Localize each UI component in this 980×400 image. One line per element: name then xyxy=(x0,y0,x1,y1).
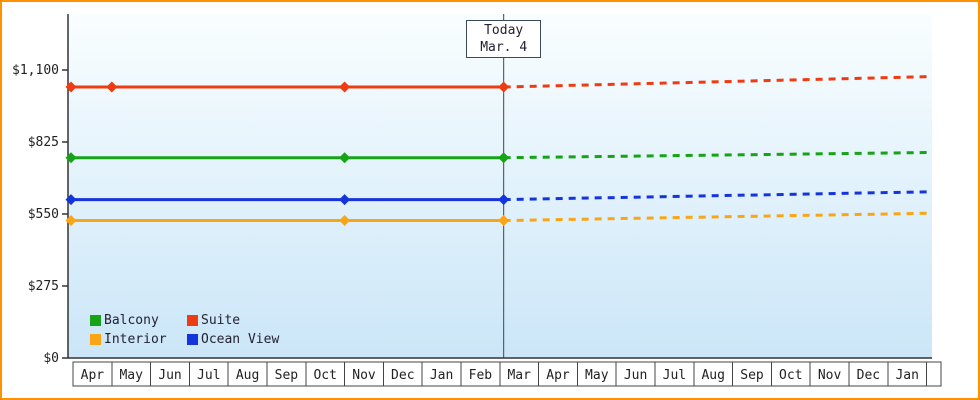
data-point-marker xyxy=(498,152,510,164)
y-axis-label: $275 xyxy=(28,279,59,294)
today-marker-box: Today Mar. 4 xyxy=(466,20,542,58)
legend-label: Ocean View xyxy=(201,332,280,347)
month-cell xyxy=(770,361,811,387)
month-label: May xyxy=(119,368,143,383)
legend-item-balcony: Balcony xyxy=(90,313,187,328)
series-balcony xyxy=(65,150,933,164)
month-label: Sep xyxy=(740,368,764,383)
legend-item-suite: Suite xyxy=(187,313,279,328)
data-point-marker xyxy=(65,81,77,93)
series-interior xyxy=(65,211,933,227)
month-label: Sep xyxy=(275,368,299,383)
data-point-marker xyxy=(339,81,351,93)
month-cell xyxy=(266,361,307,387)
data-point-marker xyxy=(106,81,118,93)
legend: Balcony Suite Interior Ocean View xyxy=(90,313,279,347)
month-cell xyxy=(460,361,501,387)
month-label: Apr xyxy=(81,368,105,383)
month-cell xyxy=(887,361,928,387)
y-axis-label: $1,100 xyxy=(12,63,59,78)
balcony-swatch-icon xyxy=(90,315,101,326)
series-line-forecast xyxy=(503,150,933,160)
y-axis-label: $0 xyxy=(43,351,59,366)
month-label: Dec xyxy=(391,368,414,383)
month-label: Nov xyxy=(352,368,376,383)
month-label: Jul xyxy=(197,368,220,383)
month-cell xyxy=(732,361,772,387)
month-label: Dec xyxy=(857,368,880,383)
today-label: Today xyxy=(484,23,524,38)
data-point-marker xyxy=(65,152,77,164)
interior-swatch-icon xyxy=(90,334,101,345)
month-label: Jan xyxy=(895,368,918,383)
series-ocean-view xyxy=(65,190,933,206)
month-label: May xyxy=(585,368,609,383)
series-line-forecast xyxy=(503,75,933,89)
month-label: Feb xyxy=(469,368,493,383)
legend-label: Suite xyxy=(201,313,241,328)
legend-label: Balcony xyxy=(104,313,159,328)
month-label: Nov xyxy=(818,368,842,383)
month-cell xyxy=(382,361,423,387)
month-label: Aug xyxy=(701,368,724,383)
data-point-marker xyxy=(498,81,510,93)
month-cell xyxy=(305,361,346,387)
data-point-marker xyxy=(339,215,351,227)
month-label: Jun xyxy=(158,368,181,383)
series-line-forecast xyxy=(503,190,933,202)
legend-label: Interior xyxy=(104,332,167,347)
data-point-marker xyxy=(339,194,351,206)
series-line-forecast xyxy=(503,211,933,223)
y-axis-label: $825 xyxy=(28,135,59,150)
today-date: Mar. 4 xyxy=(480,40,528,55)
data-point-marker xyxy=(498,194,510,206)
legend-item-interior: Interior xyxy=(90,332,187,347)
ocean-view-swatch-icon xyxy=(187,334,198,345)
series-suite xyxy=(65,75,933,93)
month-label: Apr xyxy=(546,368,570,383)
data-point-marker xyxy=(498,215,510,227)
month-cell xyxy=(693,361,734,387)
month-cell xyxy=(654,361,695,387)
plot-area xyxy=(68,14,932,358)
month-label: Aug xyxy=(236,368,259,383)
month-cell xyxy=(615,361,656,387)
y-axis-label: $550 xyxy=(28,207,59,222)
legend-item-ocean-view: Ocean View xyxy=(187,332,279,347)
data-point-marker xyxy=(65,215,77,227)
data-point-marker xyxy=(339,152,351,164)
suite-swatch-icon xyxy=(187,315,198,326)
month-label: Oct xyxy=(313,368,336,383)
month-label: Mar xyxy=(507,368,531,383)
month-cell xyxy=(809,361,850,387)
month-cell-partial xyxy=(926,361,942,387)
month-label: Jul xyxy=(663,368,686,383)
data-point-marker xyxy=(65,194,77,206)
month-cell xyxy=(576,361,617,387)
month-label: Jun xyxy=(624,368,647,383)
month-label: Oct xyxy=(779,368,802,383)
month-label: Jan xyxy=(430,368,453,383)
month-cell xyxy=(848,361,889,387)
